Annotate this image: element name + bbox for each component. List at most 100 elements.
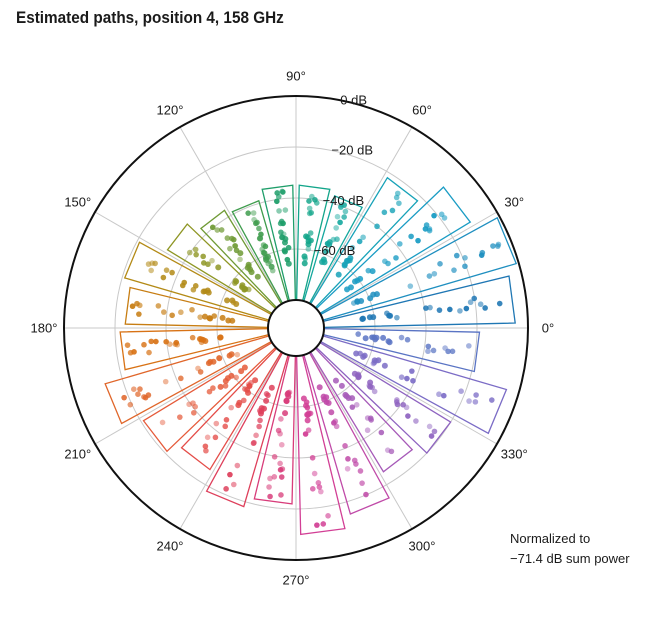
path-point <box>332 377 339 384</box>
path-point <box>477 301 484 308</box>
path-point <box>256 225 262 232</box>
path-point <box>462 263 468 270</box>
path-point <box>279 188 286 195</box>
path-point <box>394 190 401 197</box>
path-point <box>353 350 360 357</box>
path-point <box>236 399 243 406</box>
path-point <box>316 384 323 391</box>
path-point <box>192 246 199 253</box>
path-point <box>137 386 143 392</box>
path-point <box>364 427 371 434</box>
path-point <box>341 262 348 269</box>
path-point <box>134 300 140 307</box>
path-point <box>141 341 147 348</box>
path-point <box>345 456 351 462</box>
path-point <box>422 226 429 232</box>
path-point <box>316 484 323 490</box>
path-point <box>323 394 330 401</box>
sector-1 <box>319 216 518 321</box>
path-point <box>189 306 195 313</box>
path-point <box>263 397 270 404</box>
path-point <box>473 392 479 398</box>
path-point <box>431 212 437 219</box>
path-point <box>342 391 349 398</box>
path-point <box>354 277 361 284</box>
path-point <box>445 348 451 355</box>
grid-spoke <box>179 351 283 530</box>
path-point <box>388 448 395 455</box>
path-point <box>431 428 438 435</box>
path-point <box>222 423 229 430</box>
path-point <box>206 388 213 395</box>
path-point <box>181 279 188 286</box>
path-point <box>367 383 374 390</box>
path-point <box>463 305 470 312</box>
path-point <box>353 402 360 408</box>
path-point <box>360 353 367 360</box>
path-point <box>472 399 479 405</box>
path-point <box>190 286 197 293</box>
angle-label-270: 270° <box>283 573 310 588</box>
path-point <box>393 255 399 261</box>
path-point <box>307 230 314 236</box>
path-point <box>225 317 232 324</box>
path-point <box>306 205 313 212</box>
path-point <box>191 409 197 416</box>
path-point <box>228 351 235 358</box>
path-point <box>380 334 387 341</box>
path-point <box>396 200 402 207</box>
sector-17 <box>253 354 297 505</box>
path-point <box>163 338 169 345</box>
path-point <box>347 284 354 291</box>
path-point <box>232 243 239 249</box>
path-point <box>301 260 308 267</box>
path-point <box>447 306 453 313</box>
path-point <box>203 447 209 454</box>
path-point <box>204 434 211 441</box>
path-point <box>205 360 212 367</box>
path-point <box>341 202 348 208</box>
path-point <box>245 210 251 216</box>
path-point <box>131 386 137 393</box>
path-point <box>124 342 131 348</box>
path-point <box>323 248 330 255</box>
path-point <box>451 267 457 273</box>
path-point <box>404 336 411 343</box>
path-point <box>328 409 335 416</box>
path-point <box>318 488 324 495</box>
path-point <box>252 377 259 384</box>
path-point <box>149 260 155 266</box>
path-point <box>306 210 313 217</box>
path-point <box>403 404 410 411</box>
path-point <box>378 429 385 436</box>
angle-label-30: 30° <box>504 195 524 210</box>
path-point <box>363 491 369 498</box>
angle-label-120: 120° <box>157 102 184 117</box>
path-point <box>466 343 472 349</box>
angle-label-240: 240° <box>157 539 184 554</box>
path-point <box>495 241 502 248</box>
path-point <box>426 423 433 430</box>
path-point <box>192 403 198 410</box>
path-point <box>325 400 332 407</box>
path-point <box>160 274 167 281</box>
path-point <box>313 200 320 206</box>
path-point <box>371 357 378 364</box>
path-point <box>233 278 240 285</box>
path-point <box>282 207 289 213</box>
path-point <box>261 250 268 257</box>
path-point <box>195 365 201 372</box>
path-point <box>233 300 240 307</box>
path-point <box>410 377 416 384</box>
path-point <box>229 235 235 242</box>
path-point <box>224 235 231 241</box>
normalization-note-line-1: Normalized to <box>510 531 591 546</box>
label-group: 0° 30° 60° 90° 120° 150° 180° 210° 240° 270° 300° 3… <box>31 69 555 588</box>
path-point <box>408 233 414 240</box>
path-point <box>413 418 419 424</box>
path-point <box>381 209 388 216</box>
path-point <box>370 314 377 321</box>
radial-label: 0 dB <box>340 93 367 108</box>
path-point <box>309 193 315 200</box>
path-point <box>321 259 328 266</box>
